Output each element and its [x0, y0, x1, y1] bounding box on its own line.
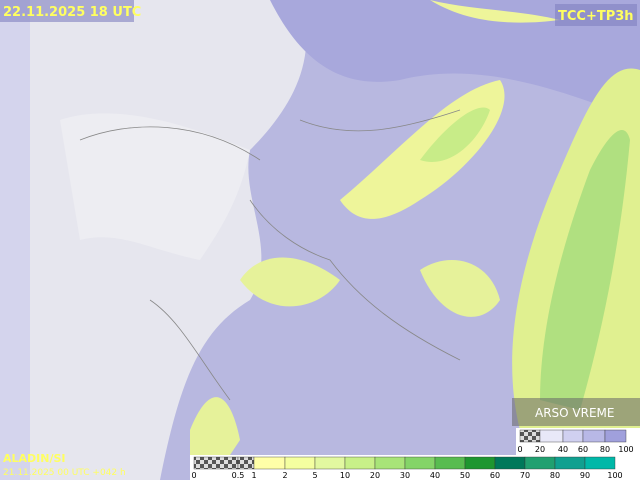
- legend-label: 0: [191, 471, 196, 480]
- legend-swatch: [494, 456, 526, 470]
- brand-box: [512, 398, 640, 426]
- legend-label: 20: [370, 471, 380, 480]
- product: TCC+TP3h: [558, 9, 634, 24]
- precip-north: [430, 0, 560, 23]
- legend-swatch: [554, 456, 586, 470]
- legend-label: 60: [578, 445, 588, 454]
- legend-swatch: [314, 456, 346, 470]
- run: 21.11.2025 00 UTC +042 h: [3, 468, 126, 478]
- legend-label: 0.5: [232, 471, 245, 480]
- legend-swatch: [464, 456, 496, 470]
- legend-swatch: [374, 456, 406, 470]
- legend-label: 20: [535, 445, 545, 454]
- legend-swatch: [237, 456, 255, 470]
- legend-swatch: [253, 456, 286, 470]
- product-box: [555, 4, 637, 26]
- cloud-north: [270, 0, 640, 120]
- legend-swatch: [404, 456, 436, 470]
- legend-label: 80: [550, 471, 560, 480]
- legend-swatch: [582, 429, 606, 443]
- borders-coast: [79, 109, 461, 401]
- header-box: [0, 0, 134, 22]
- precip-legend: 0 0.5 1 2 5 10 20 30 40 50 60 70 80 90 100: [190, 455, 640, 480]
- legend-swatch: [519, 429, 541, 443]
- legend-label: 1: [251, 471, 256, 480]
- legend-label: 0: [517, 445, 522, 454]
- legend-swatch: [284, 456, 316, 470]
- legend-label: 50: [460, 471, 470, 480]
- alps-clear: [60, 113, 250, 260]
- legend-label: 40: [558, 445, 568, 454]
- legend-swatch: [539, 429, 564, 443]
- legend-label: 30: [400, 471, 410, 480]
- legend-swatch: [434, 456, 466, 470]
- precip-area: [340, 80, 505, 219]
- valid-time: 22.11.2025 18 UTC: [3, 5, 141, 20]
- cloud-strip: [0, 0, 30, 480]
- legend-label: 100: [618, 445, 633, 454]
- legend-label: 90: [580, 471, 590, 480]
- model: ALADIN/SI: [3, 452, 66, 465]
- legend-label: 5: [312, 471, 317, 480]
- cloud-legend: 0 20 40 60 80 100: [516, 428, 640, 455]
- precip-tyrrhenian: [190, 397, 240, 455]
- legend-label: 2: [282, 471, 287, 480]
- legend-label: 100: [607, 471, 622, 480]
- precip-balkan: [420, 260, 500, 317]
- brand: ARSO VREME: [535, 406, 615, 420]
- legend-swatch: [524, 456, 556, 470]
- legend-swatch: [584, 456, 616, 470]
- legend-swatch: [562, 429, 584, 443]
- legend-label: 80: [600, 445, 610, 454]
- precip-adriatic: [240, 257, 340, 307]
- precip-east-core: [540, 130, 630, 410]
- legend-label: 40: [430, 471, 440, 480]
- precip-core: [420, 107, 490, 162]
- legend-swatch: [344, 456, 376, 470]
- legend-swatch: [193, 456, 239, 470]
- legend-swatch: [604, 429, 627, 443]
- legend-label: 10: [340, 471, 350, 480]
- legend-label: 60: [490, 471, 500, 480]
- legend-label: 70: [520, 471, 530, 480]
